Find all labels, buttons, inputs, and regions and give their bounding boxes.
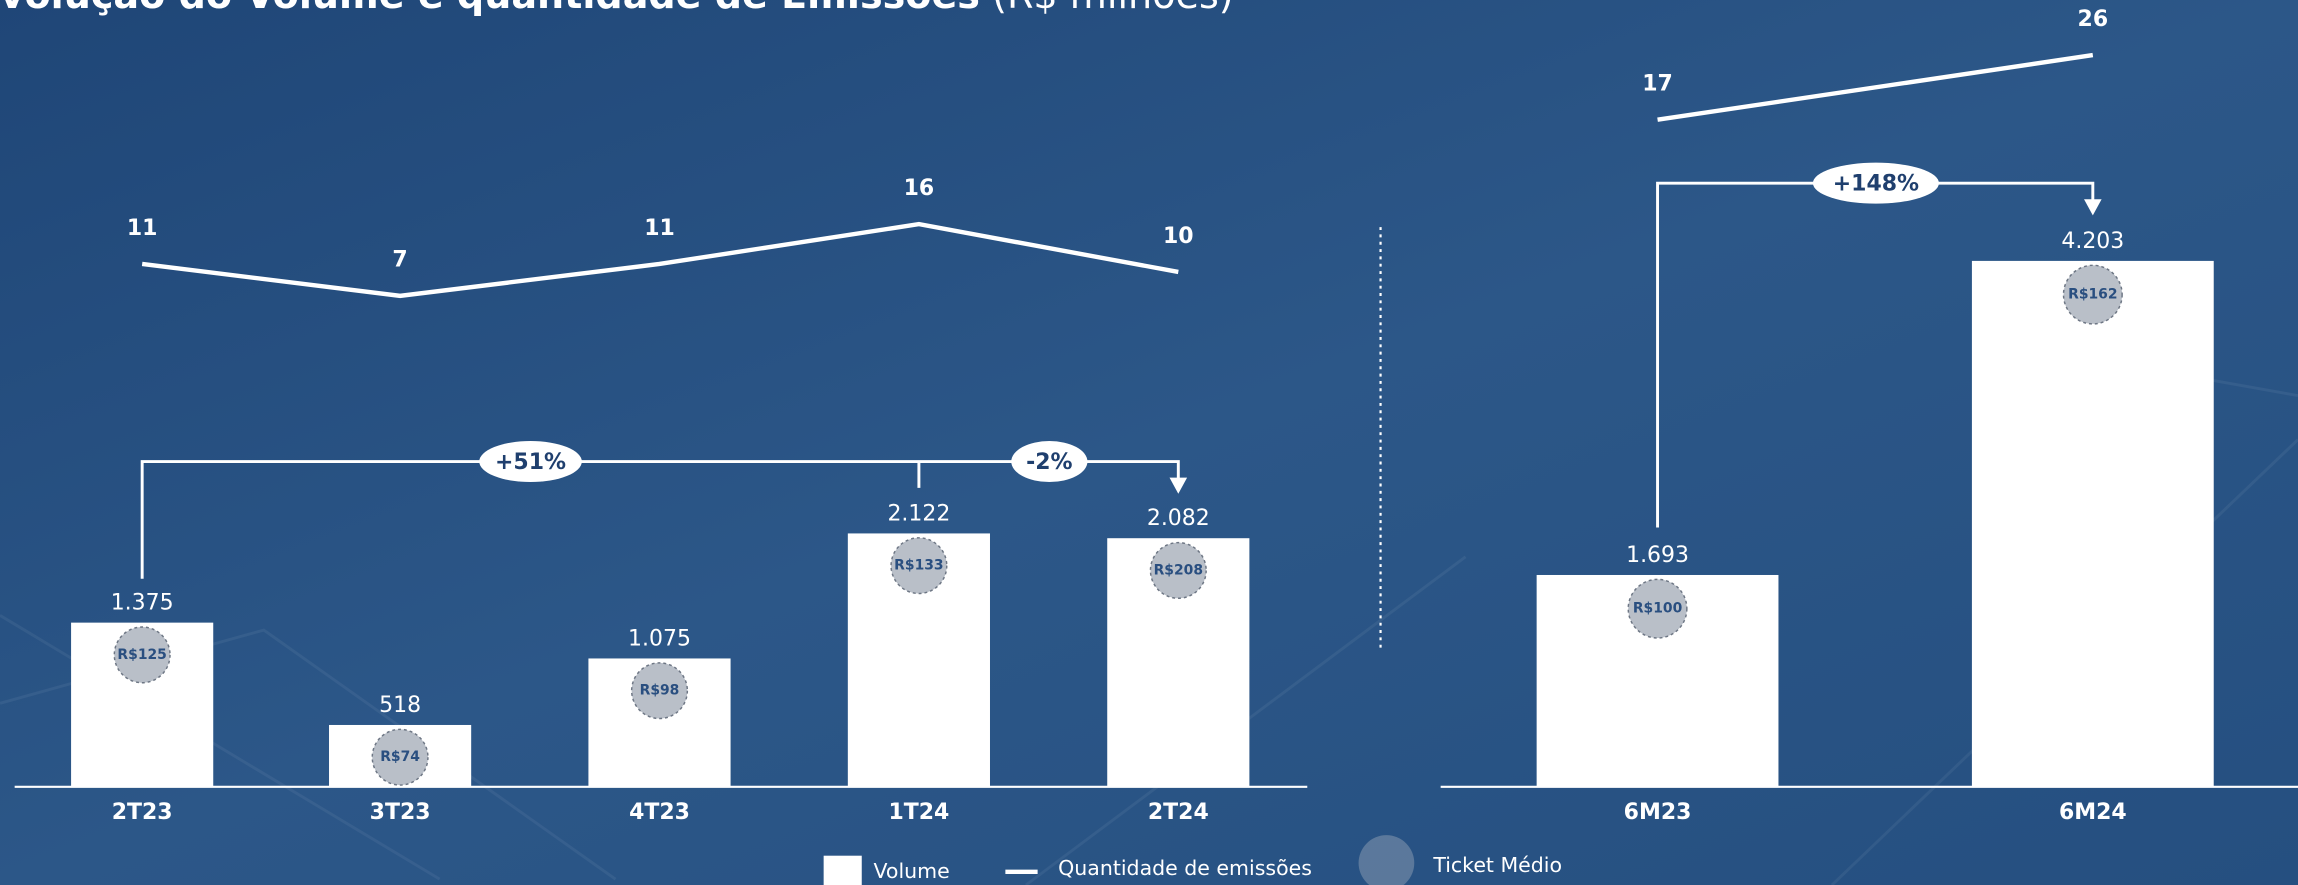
- line-value-label: 11: [127, 216, 158, 241]
- bar-value-label: 2.082: [1147, 506, 1210, 531]
- ticket-label: R$100: [1633, 601, 1683, 617]
- x-tick-label: 6M24: [2059, 800, 2127, 825]
- growth-badge: [1812, 162, 1939, 204]
- x-tick-label: 6M23: [1624, 800, 1692, 825]
- ticket-bubble: [2062, 264, 2123, 325]
- line-value-label: 11: [644, 216, 675, 241]
- x-tick-label: 3T23: [370, 800, 431, 825]
- legend-label: Quantidade de emissões: [1058, 856, 1312, 880]
- ticket-bubble: [113, 626, 171, 684]
- ticket-label: R$125: [117, 647, 166, 663]
- bar-value-label: 1.075: [628, 626, 691, 651]
- bar-value-label: 1.693: [1626, 543, 1689, 568]
- chart-title: Evolução do Volume e quantidade de Emiss…: [0, 0, 1234, 17]
- line: [141, 221, 1179, 299]
- x-tick-label: 4T23: [629, 800, 690, 825]
- bar-value-label: 1.375: [111, 591, 174, 616]
- bar-value-label: 2.122: [887, 501, 950, 526]
- legend-swatch: [1358, 835, 1415, 885]
- title: Evolução do Volume e quantidade de Emiss…: [0, 0, 980, 17]
- bar-value-label: 4.203: [2061, 229, 2124, 254]
- line-value-label: 26: [2078, 7, 2109, 32]
- line-value-label: 7: [392, 248, 407, 273]
- ticket-label: R$133: [894, 558, 943, 574]
- ticket-bubble: [371, 728, 429, 786]
- growth-label: +51%: [495, 450, 566, 475]
- x-tick-label: 2T23: [112, 800, 173, 825]
- ticket-label: R$162: [2068, 287, 2117, 303]
- line-value-label: 17: [1642, 72, 1673, 97]
- bar-value-label: 518: [379, 693, 421, 718]
- legend-label: Ticket Médio: [1432, 853, 1562, 877]
- line-value-label: 10: [1163, 224, 1194, 249]
- x-tick-label: 1T24: [888, 800, 949, 825]
- line: [1657, 52, 2094, 122]
- growth-label: +148%: [1833, 172, 1919, 197]
- growth-badge: [1011, 441, 1088, 483]
- bar: [1971, 260, 2214, 787]
- ticket-label: R$208: [1154, 562, 1203, 578]
- legend-swatch: [823, 855, 862, 885]
- ticket-bubble: [1149, 541, 1207, 600]
- ticket-label: R$98: [640, 683, 680, 699]
- ticket-bubble: [890, 537, 948, 595]
- ticket-bubble: [630, 662, 689, 720]
- x-tick-label: 2T24: [1148, 800, 1209, 825]
- ticket-bubble: [1627, 578, 1688, 639]
- subtitle: (R$ milhões): [992, 0, 1234, 17]
- growth-label: -2%: [1026, 450, 1072, 475]
- line-value-label: 16: [904, 176, 935, 201]
- legend: Volume Quantidade de emissões Ticket Médio: [823, 835, 1562, 885]
- ticket-label: R$74: [380, 749, 420, 765]
- growth-badge: [479, 441, 582, 483]
- legend-label: Volume: [873, 859, 949, 883]
